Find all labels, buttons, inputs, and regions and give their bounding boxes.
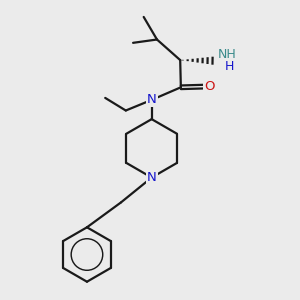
Text: O: O [204,80,214,93]
Text: N: N [147,171,157,184]
Text: N: N [147,93,157,106]
Text: NH: NH [218,48,236,61]
Text: H: H [224,60,234,73]
